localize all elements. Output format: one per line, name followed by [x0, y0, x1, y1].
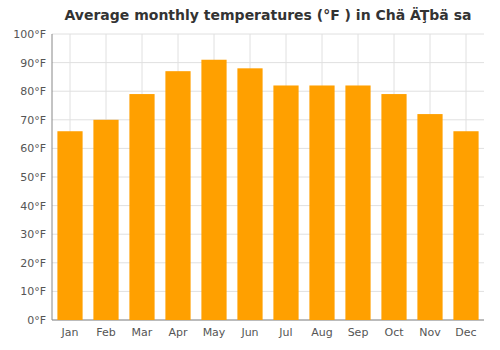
bar [129, 94, 154, 320]
x-tick-label: Jun [240, 326, 258, 339]
chart-container: Average monthly temperatures (°F ) in Ch… [0, 0, 500, 350]
y-tick-label: 0°F [27, 314, 46, 327]
y-grid-line [52, 91, 484, 92]
bar [309, 85, 334, 320]
bar [381, 94, 406, 320]
x-tick-label: Dec [455, 326, 476, 339]
y-tick-label: 60°F [20, 142, 46, 155]
grid [52, 34, 484, 320]
y-tick-label: 100°F [13, 28, 46, 41]
y-tick-label: 40°F [20, 200, 46, 213]
y-grid-line [52, 62, 484, 63]
axes: 0°F 10°F 20°F 30°F 40°F 50°F 60°F 70°F 80°F 90°F 1… [13, 28, 484, 339]
bar [201, 60, 226, 320]
y-tick-label: 20°F [20, 257, 46, 270]
y-axis-line [52, 34, 53, 320]
bar [57, 131, 82, 320]
bar [165, 71, 190, 320]
bar [345, 85, 370, 320]
x-tick-label: Nov [419, 326, 441, 339]
chart: Average monthly temperatures (°F ) in Ch… [0, 0, 500, 350]
x-tick-label: Oct [384, 326, 404, 339]
x-tick-label: Mar [132, 326, 153, 339]
y-grid-line [52, 34, 484, 35]
bar [237, 68, 262, 320]
bar [453, 131, 478, 320]
y-tick-label: 50°F [20, 171, 46, 184]
y-tick-label: 10°F [20, 285, 46, 298]
x-tick-label: May [203, 326, 226, 339]
x-tick-label: Apr [168, 326, 188, 339]
y-tick-label: 70°F [20, 114, 46, 127]
x-tick-label: Sep [348, 326, 369, 339]
y-tick-label: 80°F [20, 85, 46, 98]
x-tick-label: Feb [96, 326, 115, 339]
bar [273, 85, 298, 320]
y-tick-label: 30°F [20, 228, 46, 241]
bar [93, 120, 118, 320]
x-tick-label: Jul [278, 326, 292, 339]
y-tick-label: 90°F [20, 57, 46, 70]
bars [57, 60, 478, 320]
chart-title: Average monthly temperatures (°F ) in Ch… [65, 7, 472, 23]
bar [417, 114, 442, 320]
x-tick-label: Jan [61, 326, 79, 339]
x-tick-label: Aug [311, 326, 332, 339]
